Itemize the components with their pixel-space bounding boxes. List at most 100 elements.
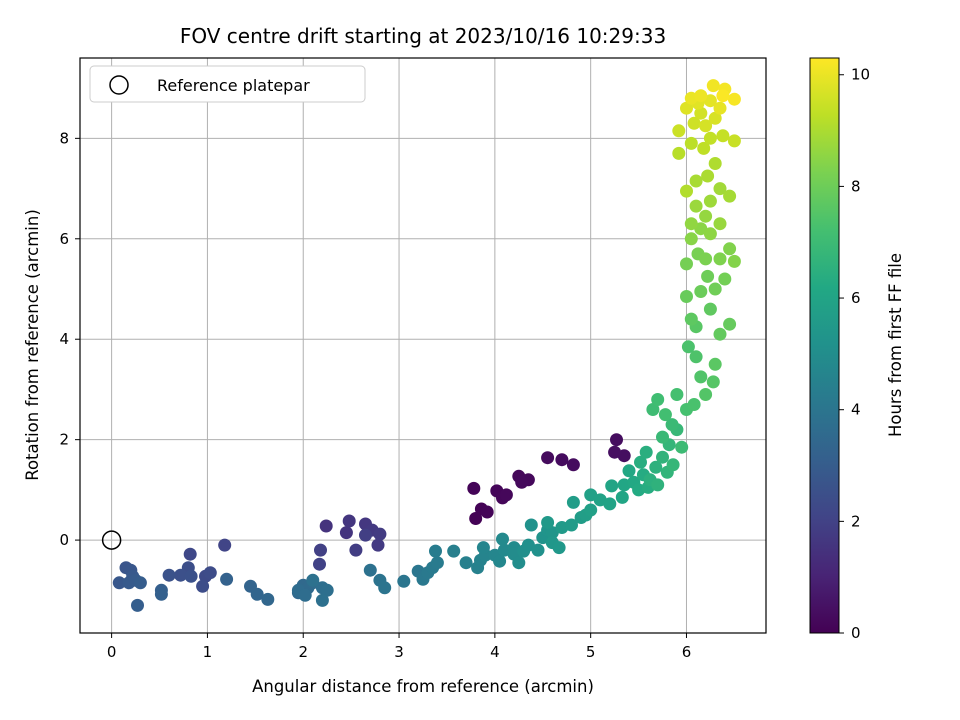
- data-point: [314, 543, 327, 557]
- data-point: [545, 526, 559, 540]
- data-point: [701, 269, 715, 283]
- data-point: [699, 209, 713, 223]
- data-point: [727, 92, 741, 106]
- data-point: [651, 478, 665, 492]
- data-point: [133, 576, 147, 590]
- data-point: [378, 581, 392, 595]
- chart-title: FOV centre drift starting at 2023/10/16 …: [180, 24, 666, 48]
- data-point: [496, 532, 509, 546]
- data-point: [315, 593, 329, 607]
- reference-platepar-marker: [101, 530, 122, 550]
- data-point: [566, 495, 580, 509]
- data-point: [566, 458, 580, 472]
- colorbar-tick-label: 2: [851, 512, 861, 530]
- data-point: [174, 568, 188, 582]
- data-point: [531, 543, 545, 557]
- data-point: [713, 182, 727, 196]
- data-point: [716, 89, 730, 103]
- data-point: [397, 574, 411, 588]
- colorbar-tick-label: 0: [851, 624, 861, 642]
- data-point: [184, 569, 198, 583]
- data-point: [555, 453, 569, 467]
- legend-entry-reference-platepar: Reference platepar: [157, 76, 310, 95]
- x-tick-label: 2: [298, 643, 308, 661]
- data-point: [349, 543, 363, 557]
- y-tick-label: 0: [59, 531, 69, 549]
- data-point: [658, 408, 672, 422]
- grid-lines: [80, 58, 766, 633]
- data-point: [469, 512, 483, 525]
- data-point: [666, 458, 680, 472]
- legend-reference-icon: [109, 75, 129, 95]
- data-point: [467, 481, 481, 495]
- data-point: [699, 388, 713, 401]
- data-point: [521, 538, 535, 552]
- colorbar-tick-label: 8: [851, 177, 861, 195]
- data-point: [706, 375, 720, 389]
- data-point: [694, 370, 708, 384]
- data-point: [694, 89, 708, 103]
- data-point: [680, 257, 693, 271]
- data-point: [541, 451, 555, 465]
- legend: Reference platepar: [89, 65, 366, 103]
- data-point: [680, 184, 693, 198]
- data-point: [541, 516, 555, 529]
- data-point: [480, 505, 494, 519]
- data-point: [687, 116, 701, 130]
- data-point: [342, 514, 356, 528]
- data-point: [649, 460, 663, 474]
- colorbar-ticks: 0 2 4 6 8 10: [839, 66, 870, 642]
- data-point: [672, 124, 686, 138]
- data-point: [684, 136, 698, 150]
- data-point: [313, 557, 326, 571]
- data-point: [339, 526, 353, 540]
- x-tick-label: 6: [682, 643, 692, 661]
- data-point: [723, 317, 737, 331]
- data-point: [713, 217, 727, 231]
- x-tick-label: 1: [203, 643, 213, 661]
- data-point: [499, 488, 513, 502]
- data-point: [605, 479, 619, 493]
- data-point: [723, 189, 737, 203]
- data-point: [680, 290, 693, 303]
- data-point: [697, 141, 711, 155]
- data-point: [703, 194, 717, 208]
- data-point: [565, 518, 578, 532]
- data-point: [656, 430, 669, 444]
- data-point: [723, 242, 737, 256]
- data-point: [196, 579, 210, 593]
- y-tick-label: 2: [59, 431, 69, 449]
- data-point: [665, 418, 679, 432]
- data-point: [716, 129, 730, 143]
- data-point: [713, 101, 727, 115]
- data-point: [646, 403, 660, 416]
- data-point: [615, 490, 629, 504]
- data-point: [684, 232, 698, 246]
- data-point: [681, 340, 695, 354]
- data-points: [112, 79, 741, 612]
- data-point: [552, 541, 566, 555]
- data-point: [694, 285, 708, 298]
- data-point: [112, 576, 126, 590]
- data-point: [727, 254, 741, 268]
- data-point: [703, 227, 717, 241]
- x-tick-label: 0: [107, 643, 117, 661]
- data-point: [430, 556, 444, 570]
- data-point: [603, 497, 617, 511]
- data-point: [703, 131, 717, 145]
- x-tick-label: 4: [490, 643, 500, 661]
- data-point: [708, 157, 722, 170]
- colorbar: 0 2 4 6 8 10 Hours from first FF file: [809, 57, 905, 642]
- data-point: [689, 199, 703, 213]
- data-point: [373, 527, 387, 541]
- x-axis-label: Angular distance from reference (arcmin): [252, 677, 594, 696]
- data-point: [708, 111, 722, 125]
- data-point: [651, 393, 665, 406]
- data-point: [634, 455, 647, 469]
- data-point: [447, 544, 461, 558]
- x-axis-ticks: 0 1 2 3 4 5 6: [107, 633, 691, 661]
- data-point: [703, 94, 717, 108]
- data-point: [524, 518, 538, 532]
- data-point: [162, 568, 176, 582]
